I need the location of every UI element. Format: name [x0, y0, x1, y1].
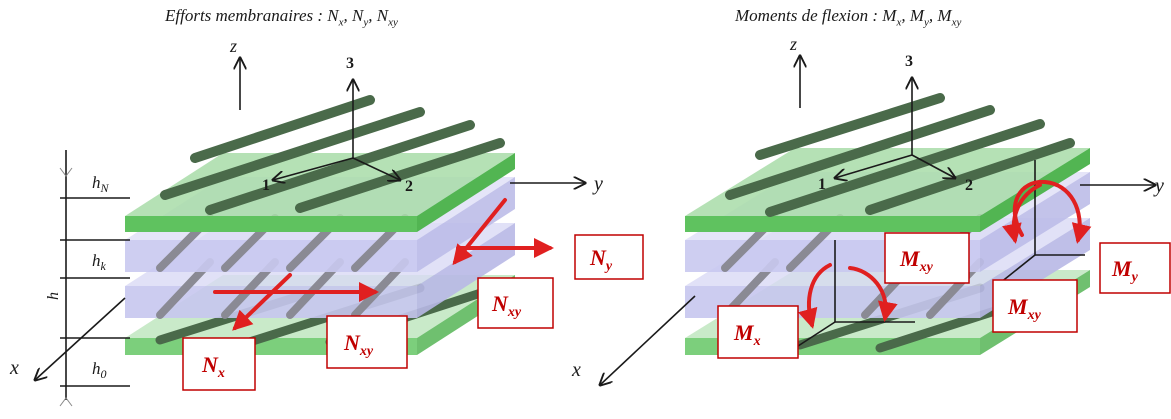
layer-hk-label: hk	[92, 251, 107, 273]
left-material-axes	[273, 80, 400, 180]
left-z-label: z	[229, 36, 237, 56]
svg-text:Nxy: Nxy	[343, 330, 374, 359]
title-variable: Ny	[352, 6, 369, 29]
svg-text:hk: hk	[92, 251, 107, 273]
title-left: Efforts membranaires : Nx, Ny, Nxy	[165, 6, 398, 29]
svg-text:Ny: Ny	[589, 245, 613, 274]
box-Ny: Ny	[574, 234, 644, 280]
right-z-label: z	[789, 34, 797, 54]
title-right-vars: Mx, My, Mxy	[882, 6, 962, 29]
left-3-label: 3	[346, 55, 354, 72]
right-laminate	[600, 56, 1155, 385]
left-x-label: x	[9, 357, 19, 379]
title-variable: Nx	[327, 6, 344, 29]
title-right: Moments de flexion : Mx, My, Mxy	[735, 6, 962, 29]
layer-hN-label: hN	[92, 173, 110, 195]
title-variable: Mx	[882, 6, 902, 29]
layer-h0-label: h0	[92, 359, 107, 381]
left-force-arrows	[213, 198, 554, 331]
box-Mxy-lower: Mxy	[992, 279, 1078, 333]
svg-text:h0: h0	[92, 359, 107, 381]
box-Nx: Nx	[182, 337, 256, 391]
title-variable: Mxy	[937, 6, 962, 29]
box-Nxy-lower: Nxy	[326, 315, 408, 369]
right-1-label: 1	[818, 176, 826, 193]
right-moment-arrows	[798, 179, 1092, 329]
svg-text:Mx: Mx	[733, 320, 761, 349]
box-Nxy-right: Nxy	[477, 277, 554, 329]
left-2-label: 2	[405, 178, 413, 195]
left-h-label: h	[45, 292, 62, 300]
svg-text:Nxy: Nxy	[491, 291, 522, 320]
title-left-vars: Nx, Ny, Nxy	[327, 6, 398, 29]
right-x-label: x	[571, 359, 581, 381]
left-y-label: y	[592, 173, 603, 195]
left-thickness-arrows	[59, 167, 73, 407]
left-laminate	[35, 58, 585, 407]
right-3-label: 3	[905, 53, 913, 70]
title-variable: My	[909, 6, 929, 29]
left-global-axes	[35, 58, 585, 400]
right-global-axes	[600, 56, 1155, 385]
svg-text:Mxy: Mxy	[1007, 294, 1042, 323]
left-1-label: 1	[262, 177, 270, 194]
svg-text:Nx: Nx	[201, 352, 225, 381]
svg-text:hN: hN	[92, 173, 110, 195]
box-Mx: Mx	[717, 305, 799, 359]
svg-text:My: My	[1111, 256, 1139, 285]
box-Mxy-upper: Mxy	[884, 232, 970, 284]
title-variable: Nxy	[376, 6, 398, 29]
right-fibers-top	[725, 93, 1075, 217]
svg-text:Mxy: Mxy	[899, 246, 934, 275]
right-material-axes	[835, 78, 955, 178]
right-y-label: y	[1153, 175, 1164, 197]
box-My: My	[1099, 242, 1171, 294]
right-2-label: 2	[965, 177, 973, 194]
